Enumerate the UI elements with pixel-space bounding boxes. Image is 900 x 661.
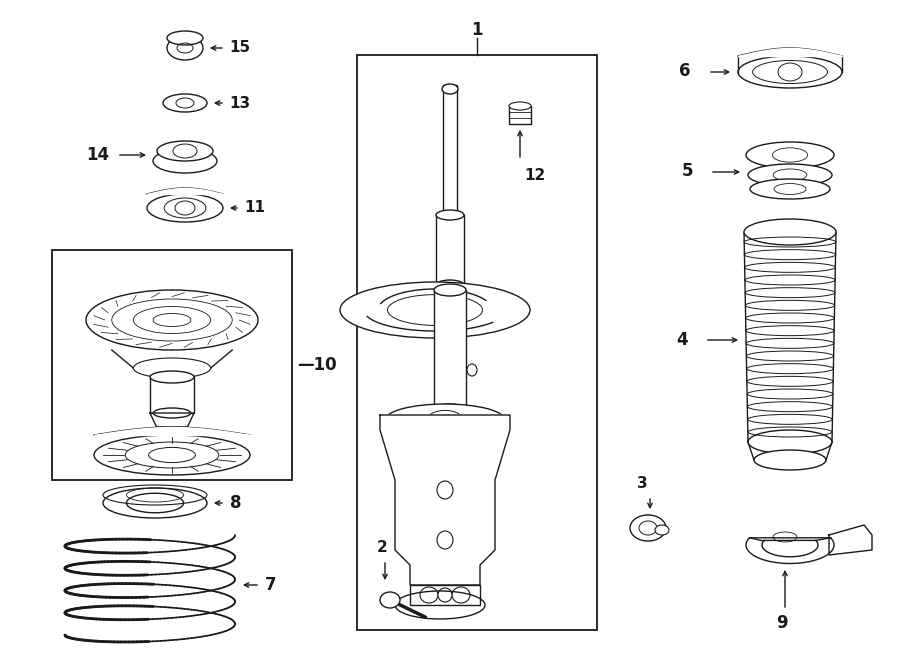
- Bar: [52, 250, 292, 480]
- Polygon shape: [829, 525, 872, 555]
- Text: 2: 2: [376, 539, 387, 555]
- Ellipse shape: [467, 364, 477, 376]
- Ellipse shape: [432, 404, 468, 416]
- Ellipse shape: [153, 149, 217, 173]
- Ellipse shape: [437, 481, 453, 499]
- Ellipse shape: [420, 587, 438, 603]
- Ellipse shape: [153, 408, 191, 418]
- Text: 9: 9: [776, 614, 788, 632]
- Text: 3: 3: [636, 477, 647, 492]
- Bar: [434, 290, 466, 410]
- Ellipse shape: [150, 371, 194, 383]
- Text: 15: 15: [229, 40, 250, 56]
- Ellipse shape: [147, 194, 223, 222]
- Ellipse shape: [442, 84, 458, 94]
- Text: 8: 8: [230, 494, 241, 512]
- Text: 5: 5: [681, 162, 693, 180]
- Ellipse shape: [157, 141, 213, 161]
- Bar: [410, 585, 480, 605]
- Ellipse shape: [750, 179, 830, 199]
- Ellipse shape: [630, 515, 666, 541]
- Text: 12: 12: [524, 167, 545, 182]
- Bar: [443, 85, 457, 215]
- Ellipse shape: [754, 450, 826, 470]
- Ellipse shape: [380, 592, 400, 608]
- Bar: [436, 215, 464, 285]
- Text: 7: 7: [265, 576, 276, 594]
- Ellipse shape: [436, 210, 464, 220]
- Ellipse shape: [385, 404, 505, 436]
- Text: 4: 4: [677, 331, 688, 349]
- Text: 11: 11: [244, 200, 265, 215]
- Ellipse shape: [163, 94, 207, 112]
- Ellipse shape: [437, 531, 453, 549]
- Ellipse shape: [452, 587, 470, 603]
- Polygon shape: [380, 415, 510, 585]
- Ellipse shape: [748, 164, 832, 186]
- Text: 1: 1: [472, 21, 482, 39]
- Text: 14: 14: [86, 146, 109, 164]
- Ellipse shape: [438, 588, 452, 602]
- Ellipse shape: [746, 142, 834, 168]
- Bar: [357, 55, 597, 630]
- Ellipse shape: [738, 56, 842, 88]
- Ellipse shape: [167, 31, 203, 45]
- Ellipse shape: [655, 525, 669, 535]
- Ellipse shape: [748, 430, 832, 454]
- Text: —10: —10: [297, 356, 337, 374]
- Ellipse shape: [126, 493, 184, 513]
- Ellipse shape: [744, 219, 836, 245]
- Ellipse shape: [436, 280, 464, 290]
- Text: 13: 13: [229, 95, 250, 110]
- Ellipse shape: [434, 284, 466, 296]
- Polygon shape: [746, 538, 834, 563]
- Bar: [509, 106, 531, 124]
- Text: 6: 6: [679, 62, 690, 80]
- Ellipse shape: [167, 36, 203, 60]
- Ellipse shape: [509, 102, 531, 110]
- Bar: [150, 377, 194, 413]
- Ellipse shape: [94, 435, 250, 475]
- Ellipse shape: [103, 488, 207, 518]
- Ellipse shape: [340, 282, 530, 338]
- Polygon shape: [150, 413, 194, 427]
- Ellipse shape: [86, 290, 258, 350]
